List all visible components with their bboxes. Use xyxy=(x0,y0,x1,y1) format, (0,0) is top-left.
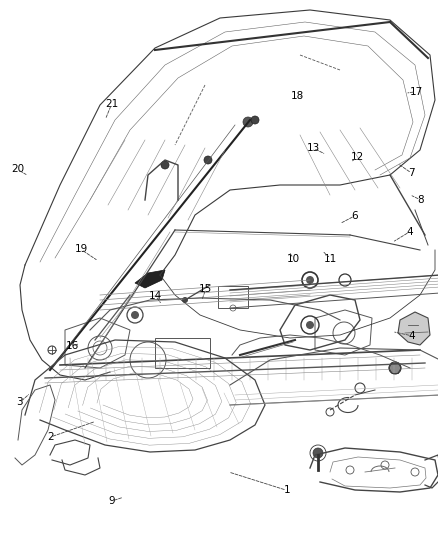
Circle shape xyxy=(306,321,314,329)
Polygon shape xyxy=(135,270,165,288)
Text: 4: 4 xyxy=(406,227,413,237)
Text: 18: 18 xyxy=(291,91,304,101)
Circle shape xyxy=(182,297,188,303)
Text: 11: 11 xyxy=(324,254,337,263)
Bar xyxy=(218,286,248,308)
Circle shape xyxy=(313,448,323,458)
Text: 21: 21 xyxy=(105,99,118,109)
Text: 14: 14 xyxy=(149,291,162,301)
Text: 10: 10 xyxy=(287,254,300,263)
Text: 17: 17 xyxy=(410,87,423,96)
Text: 8: 8 xyxy=(417,195,424,205)
Text: 12: 12 xyxy=(350,152,364,162)
Circle shape xyxy=(306,276,314,284)
Text: 13: 13 xyxy=(307,143,320,153)
Text: 3: 3 xyxy=(16,398,23,407)
Text: 1: 1 xyxy=(283,486,290,495)
Circle shape xyxy=(251,116,259,124)
Text: 20: 20 xyxy=(11,165,24,174)
Bar xyxy=(155,338,210,368)
Text: 15: 15 xyxy=(199,284,212,294)
Text: 6: 6 xyxy=(351,211,358,221)
Text: 16: 16 xyxy=(66,342,79,351)
Text: 4: 4 xyxy=(408,331,415,341)
Polygon shape xyxy=(398,312,430,345)
Text: 9: 9 xyxy=(108,496,115,506)
Circle shape xyxy=(161,161,169,169)
Circle shape xyxy=(131,311,139,319)
Circle shape xyxy=(389,362,401,374)
Text: 19: 19 xyxy=(74,245,88,254)
Circle shape xyxy=(243,117,253,127)
Text: 2: 2 xyxy=(47,432,54,442)
Circle shape xyxy=(204,156,212,164)
Text: 7: 7 xyxy=(408,168,415,178)
